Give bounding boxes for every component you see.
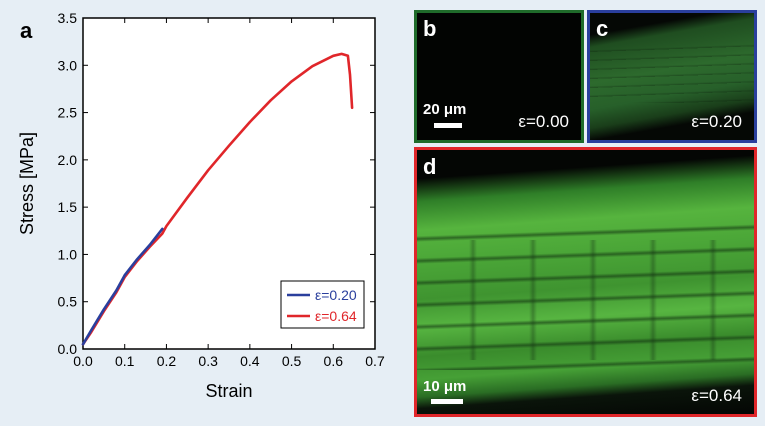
y-axis-label: Stress [MPa] (17, 132, 37, 235)
x-tick-label: 0.2 (157, 353, 177, 369)
y-tick-label: 0.0 (58, 341, 78, 357)
y-tick-label: 3.0 (58, 57, 78, 73)
scale-bar-label-d: 10 μm (423, 378, 467, 395)
y-tick-label: 0.5 (58, 294, 78, 310)
micrograph-panel-c: c ε=0.20 (587, 10, 757, 143)
legend-label: ε=0.64 (315, 308, 357, 324)
strain-label-d: ε=0.64 (691, 386, 742, 405)
x-tick-label: 0.5 (282, 353, 302, 369)
strain-label-b: ε=0.00 (518, 112, 569, 131)
panel-letter-c: c (596, 16, 609, 41)
panel-letter-d: d (423, 154, 437, 179)
scale-bar-d (431, 399, 463, 404)
scale-bar-b (434, 123, 462, 128)
micrograph-panel-d: d 10 μm ε=0.64 (414, 147, 757, 417)
panel-letter-a: a (20, 18, 33, 43)
x-tick-label: 0.7 (365, 353, 385, 369)
y-tick-label: 1.0 (58, 246, 78, 262)
y-tick-label: 3.5 (58, 10, 78, 26)
y-tick-label: 2.5 (58, 105, 78, 121)
x-tick-label: 0.6 (324, 353, 344, 369)
x-axis-label: Strain (205, 381, 252, 401)
x-tick-label: 0.1 (115, 353, 135, 369)
legend-label: ε=0.20 (315, 287, 357, 303)
micrograph-texture-c (590, 43, 754, 103)
micrograph-striations-d (417, 240, 754, 360)
series-line-eps-020 (81, 227, 164, 346)
x-tick-label: 0.3 (198, 353, 218, 369)
panel-letter-b: b (423, 16, 437, 41)
micrograph-texture-d (417, 220, 754, 370)
y-tick-label: 2.0 (58, 152, 78, 168)
stress-strain-chart: 0.0 0.1 0.2 0.3 0.4 0.5 0.6 0.7 0.0 0.5 1.0 1.5 2.0 2… (17, 10, 385, 401)
x-tick-label: 0.0 (73, 353, 93, 369)
x-tick-label: 0.4 (240, 353, 260, 369)
legend-box (280, 280, 365, 329)
strain-label-c: ε=0.20 (691, 112, 742, 131)
y-tick-label: 1.5 (58, 199, 78, 215)
scale-bar-label-b: 20 μm (423, 101, 467, 118)
micrograph-panel-b: b 20 μm ε=0.00 (414, 10, 584, 143)
